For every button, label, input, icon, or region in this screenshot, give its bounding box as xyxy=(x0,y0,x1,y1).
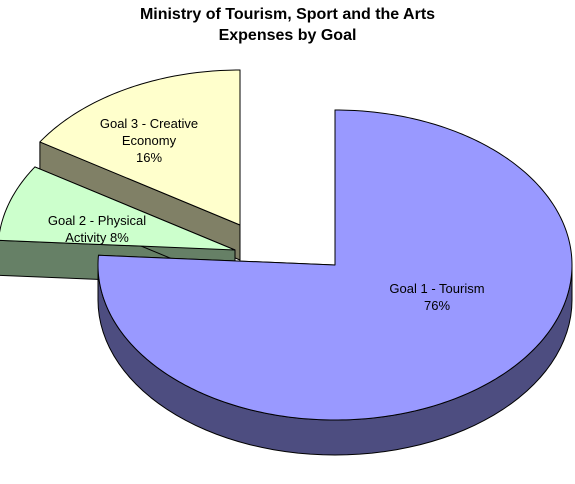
chart-title: Ministry of Tourism, Sport and the Arts xyxy=(139,6,436,23)
slice-category: Goal 2 - Physical Activity xyxy=(47,213,147,245)
slice xyxy=(97,109,573,456)
slice xyxy=(39,69,241,261)
slice-label: Goal 2 - Physical Activity 8% xyxy=(30,212,164,246)
slice-category: Goal 3 - Creative Economy xyxy=(99,116,199,148)
slice-label: Goal 3 - Creative Economy 16% xyxy=(88,115,210,166)
slice-top xyxy=(39,69,241,226)
slice-top xyxy=(0,166,236,251)
slice-top xyxy=(97,109,573,421)
slice-value-label: 76% xyxy=(423,298,451,313)
slice-value-label: 16% xyxy=(135,150,163,165)
slice-label: Goal 1 - Tourism 76% xyxy=(372,280,502,314)
slice-category: Goal 1 - Tourism xyxy=(389,281,485,296)
slice-value-label: 8% xyxy=(110,230,129,245)
chart-subtitle: Expenses by Goal xyxy=(218,27,357,44)
